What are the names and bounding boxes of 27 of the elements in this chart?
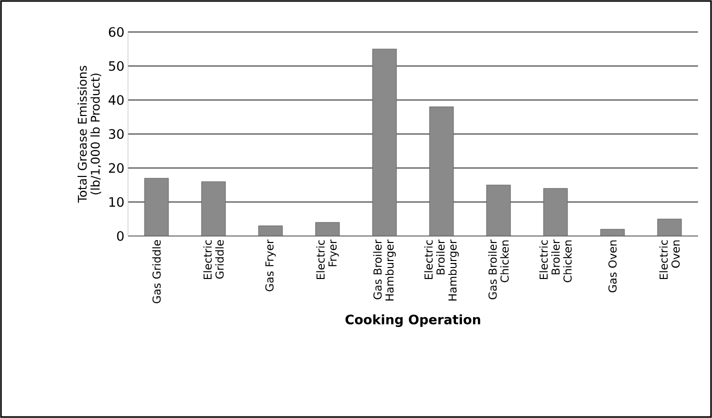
- bar: [316, 222, 340, 236]
- x-tick-label: Electric Broiler Chicken: [539, 240, 572, 282]
- y-tick-label: 0: [117, 231, 124, 241]
- y-tick-label: 30: [108, 129, 124, 139]
- y-tick-label: 50: [109, 61, 124, 71]
- y-axis-title: Total Grease Emissions (lb/1,000 lb Product): [78, 66, 102, 203]
- bar: [657, 218, 682, 236]
- x-tick-label: Electric Oven: [659, 240, 680, 280]
- x-tick-label: Gas Broiler Chicken: [488, 240, 509, 300]
- y-tick-label: 20: [108, 163, 124, 173]
- bar: [429, 106, 454, 236]
- bar: [543, 188, 568, 236]
- y-tick-label: 40: [108, 95, 124, 105]
- x-tick-label: Electric Griddle: [203, 240, 224, 280]
- y-tick-label: 10: [109, 197, 124, 207]
- x-axis-title: Cooking Operation: [346, 314, 480, 327]
- x-tick-label: Electric Fryer: [316, 240, 339, 280]
- bar: [144, 178, 169, 236]
- x-tick-label: Electric Broiler Hamburger: [424, 240, 459, 300]
- x-tick-label: Gas Oven: [608, 240, 617, 292]
- x-tick-label: Gas Griddle: [152, 240, 161, 304]
- bar: [486, 184, 511, 236]
- y-tick-label: 60: [108, 27, 124, 37]
- x-tick-label: Gas Fryer: [265, 240, 276, 292]
- bar: [201, 181, 226, 236]
- x-tick-label: Gas Broiler Hamburger: [373, 240, 396, 300]
- bar: [372, 48, 397, 236]
